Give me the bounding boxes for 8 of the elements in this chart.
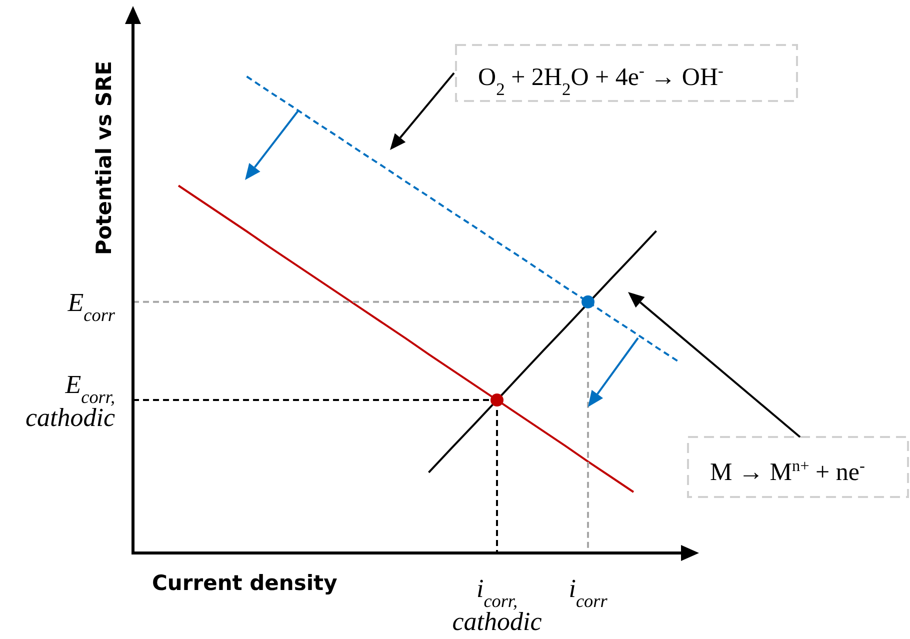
x-tick-label: i$_{corr,}$ cathodic xyxy=(452,574,542,636)
x-tick-label: i$_{corr}$ xyxy=(568,574,608,611)
series-label: E$_{corr,}$ cathodic xyxy=(25,370,116,432)
x-axis-title: Current density xyxy=(152,571,338,595)
text: M → M$^{n+}$ + ne$^{-}$ xyxy=(710,457,865,486)
annotation: O$_{2}$ + 2H$_{2}$O + 4e$^{-}$ → OH$^{-}$ xyxy=(478,62,724,99)
series-label: E$_{corr}$ xyxy=(66,288,116,325)
y-axis-title: Potential vs SRE xyxy=(92,60,116,256)
